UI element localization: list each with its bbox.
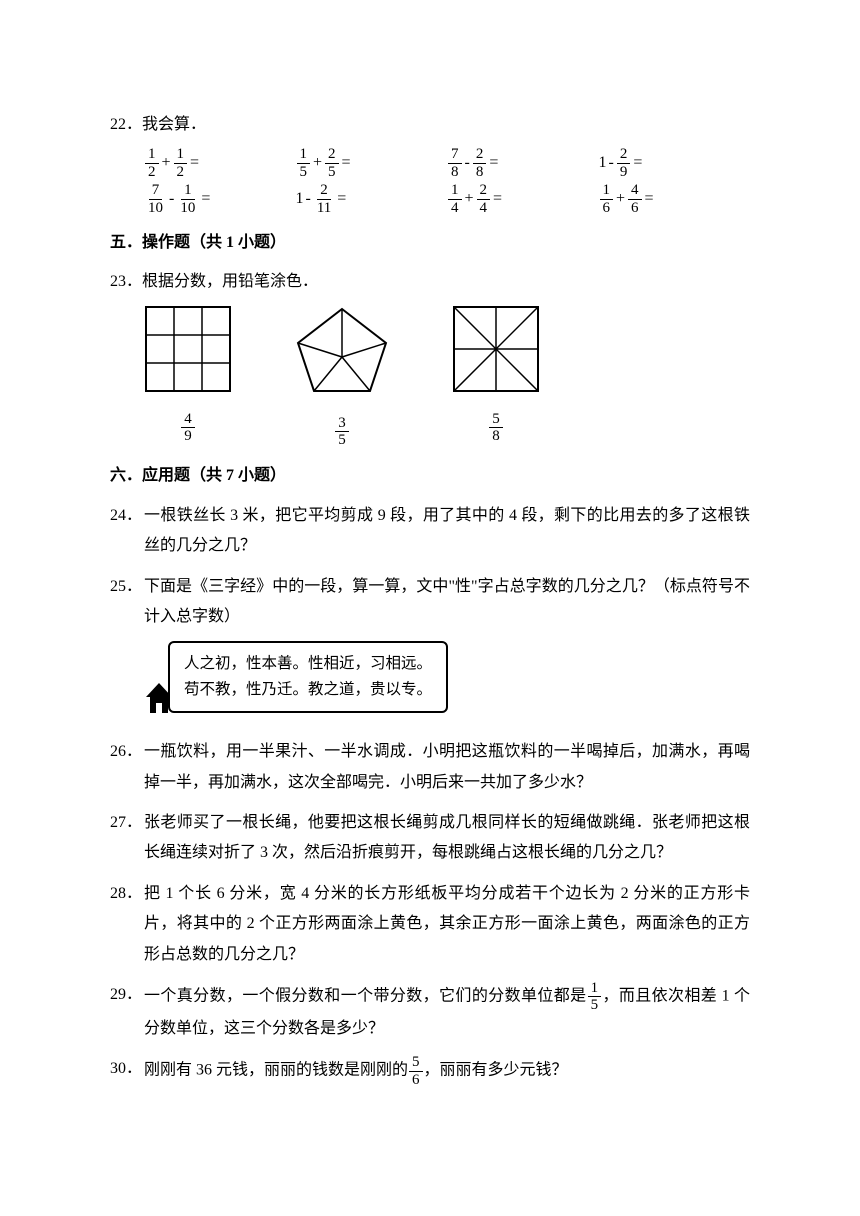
q28-text: 把 1 个长 6 分米，宽 4 分米的长方形纸板平均分成若干个边长为 2 分米的… [144,879,750,970]
question-25: 25． 下面是《三字经》中的一段，算一算，文中"性"字占总字数的几分之几？（标点… [110,572,750,633]
question-23: 23．根据分数，用铅笔涂色． [110,267,750,297]
q25-text: 下面是《三字经》中的一段，算一算，文中"性"字占总字数的几分之几？（标点符号不计… [144,572,750,633]
question-29: 29． 一个真分数，一个假分数和一个带分数，它们的分数单位都是15，而且依次相差… [110,980,750,1044]
square-8parts-icon [452,305,540,393]
q27-num: 27． [110,808,144,869]
q26-num: 26． [110,737,144,798]
q23-num: 23． [110,273,142,290]
quote-line1: 人之初，性本善。性相近，习相远。 [184,651,432,677]
q27-text: 张老师买了一根长绳，他要把这根长绳剪成几根同样长的短绳做跳绳．张老师把这根长绳连… [144,808,750,869]
q25-quote: 人之初，性本善。性相近，习相远。 苟不教，性乃迁。教之道，贵以专。 [144,641,448,714]
eq-row-1: 12+12= 15+25= 78-28= 1-29= [110,146,750,180]
quote-text: 人之初，性本善。性相近，习相远。 苟不教，性乃迁。教之道，贵以专。 [168,641,448,714]
question-27: 27． 张老师买了一根长绳，他要把这根长绳剪成几根同样长的短绳做跳绳．张老师把这… [110,808,750,869]
q24-num: 24． [110,501,144,562]
question-30: 30． 刚刚有 36 元钱，丽丽的钱数是刚刚的56，丽丽有多少元钱？ [110,1054,750,1088]
question-28: 28． 把 1 个长 6 分米，宽 4 分米的长方形纸板平均分成若干个边长为 2… [110,879,750,970]
eq-cell: 15+25= [296,146,448,180]
figure-pentagon: 35 [292,305,392,448]
eq-cell: 14+24= [447,182,599,216]
q22-num: 22． [110,116,142,133]
q29-num: 29． [110,980,144,1044]
q24-text: 一根铁丝长 3 米，把它平均剪成 9 段，用了其中的 4 段，剩下的比用去的多了… [144,501,750,562]
quote-line2: 苟不教，性乃迁。教之道，贵以专。 [184,677,432,703]
pentagon-icon [292,305,392,397]
figure-grid: 49 [144,305,232,448]
eq-cell: 1-29= [599,146,751,180]
q26-text: 一瓶饮料，用一半果汁、一半水调成．小明把这瓶饮料的一半喝掉后，加满水，再喝掉一半… [144,737,750,798]
q29-text: 一个真分数，一个假分数和一个带分数，它们的分数单位都是15，而且依次相差 1 个… [144,980,750,1044]
eq-cell: 16+46= [599,182,751,216]
eq-cell: 12+12= [144,146,296,180]
q25-num: 25． [110,572,144,633]
eq-cell: 1-211= [296,182,448,216]
question-22: 22．我会算． [110,110,750,140]
eq-cell: 78-28= [447,146,599,180]
fig-caption: 58 [452,411,540,445]
fig-caption: 35 [292,415,392,449]
section-6-title: 六．应用题（共 7 小题） [110,461,750,491]
question-26: 26． 一瓶饮料，用一半果汁、一半水调成．小明把这瓶饮料的一半喝掉后，加满水，再… [110,737,750,798]
eq-row-2: 710-110= 1-211= 14+24= 16+46= [110,182,750,216]
q30-text: 刚刚有 36 元钱，丽丽的钱数是刚刚的56，丽丽有多少元钱？ [144,1054,750,1088]
q22-title: 我会算． [142,116,206,133]
question-24: 24． 一根铁丝长 3 米，把它平均剪成 9 段，用了其中的 4 段，剩下的比用… [110,501,750,562]
figure-square-8: 58 [452,305,540,448]
q23-title: 根据分数，用铅笔涂色． [142,273,318,290]
grid-3x3-icon [144,305,232,393]
section-5-title: 五．操作题（共 1 小题） [110,228,750,258]
q28-num: 28． [110,879,144,970]
fig-caption: 49 [144,411,232,445]
q30-num: 30． [110,1054,144,1088]
q23-figures: 49 35 58 [110,305,750,448]
eq-cell: 710-110= [144,182,296,216]
